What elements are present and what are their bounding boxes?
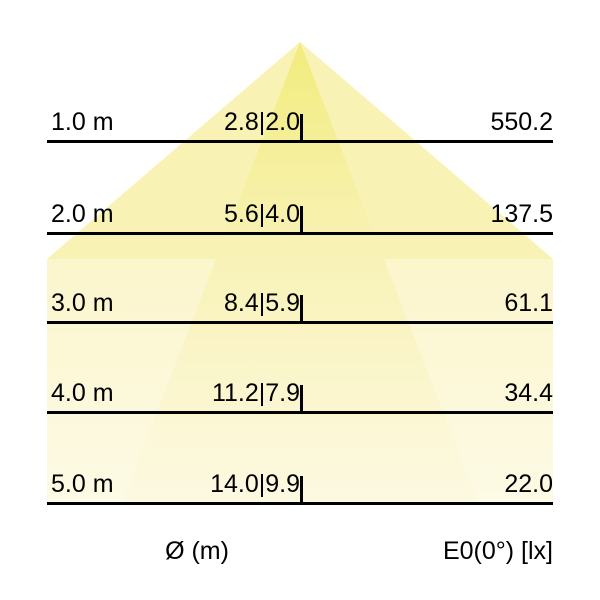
- inner-cone-shape: [121, 42, 479, 505]
- diameter-axis-label: Ø (m): [165, 537, 229, 565]
- axis-labels: Ø (m) E0(0°) [lx]: [47, 536, 553, 566]
- illuminance-axis-label: E0(0°) [lx]: [442, 537, 553, 565]
